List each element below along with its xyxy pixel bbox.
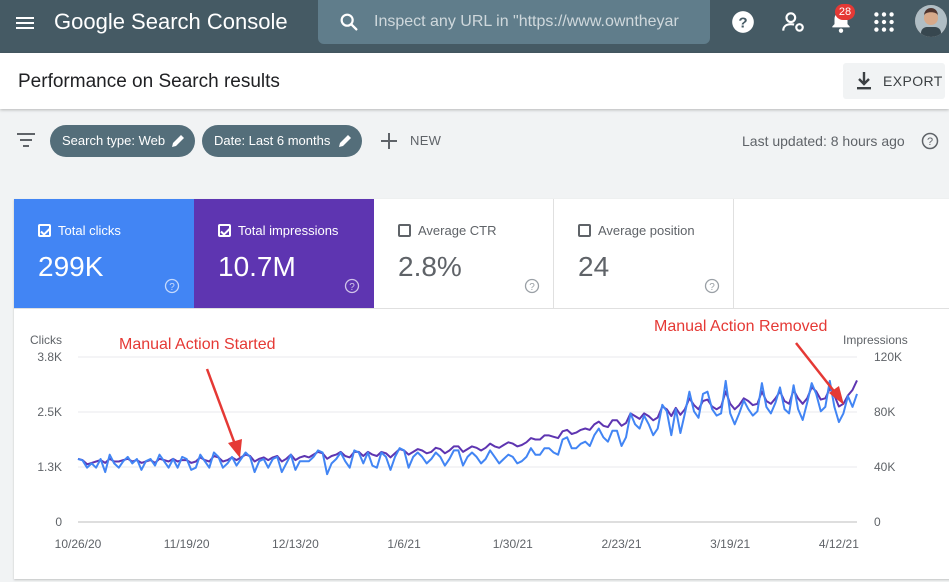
metric-average-position[interactable]: Average position 24 ? [554, 199, 734, 308]
metric-total-impressions[interactable]: Total impressions 10.7M ? [194, 199, 374, 308]
user-settings-icon[interactable] [780, 9, 806, 35]
series-line-total-impressions [77, 379, 858, 466]
metric-value: 299K [38, 251, 104, 282]
metric-value: 10.7M [218, 251, 296, 282]
metric-average-ctr[interactable]: Average CTR 2.8% ? [374, 199, 554, 308]
x-tick-label: 3/19/21 [710, 537, 750, 551]
app-title[interactable]: Google Search Console [54, 9, 288, 34]
performance-chart[interactable]: Clicks Impressions 3.8K 120K 2.5K 80K 1.3K 40… [14, 199, 949, 579]
x-tick-label: 10/26/20 [55, 537, 102, 551]
annotation-manual-action-removed: Manual Action Removed [654, 318, 827, 335]
date-chip-label: Date: Last 6 months [214, 133, 331, 148]
last-updated-text: Last updated: 8 hours ago [742, 133, 905, 149]
y-axis-right-label: Impressions [843, 333, 908, 347]
y-tick-right: 120K [874, 350, 902, 364]
avatar[interactable] [915, 5, 947, 37]
svg-text:?: ? [349, 282, 355, 293]
annotation-arrowhead-started [228, 439, 242, 458]
x-tick-label: 2/23/21 [601, 537, 641, 551]
help-circle-icon[interactable]: ? [344, 278, 360, 294]
svg-text:?: ? [927, 136, 933, 148]
x-tick-label: 1/6/21 [387, 537, 421, 551]
download-icon [857, 72, 871, 90]
search-type-filter-chip[interactable]: Search type: Web [50, 125, 195, 157]
help-circle-icon[interactable]: ? [524, 278, 540, 294]
export-button[interactable]: EXPORT [843, 63, 945, 99]
apps-grid-icon[interactable] [871, 9, 897, 35]
x-tick-label: 1/30/21 [493, 537, 533, 551]
notification-count-badge: 28 [835, 4, 855, 20]
annotation-arrow-started [205, 368, 238, 448]
search-icon [340, 13, 358, 31]
performance-card: Total clicks 299K ? Total impressions 10… [14, 199, 949, 579]
plus-icon [381, 133, 397, 149]
help-circle-icon[interactable]: ? [704, 278, 720, 294]
page-title: Performance on Search results [18, 71, 280, 92]
date-filter-chip[interactable]: Date: Last 6 months [202, 125, 362, 157]
y-tick-left: 3.8K [37, 350, 62, 364]
url-inspection-input[interactable] [374, 0, 704, 44]
help-circle-icon[interactable]: ? [164, 278, 180, 294]
help-circle-icon[interactable]: ? [921, 132, 939, 150]
x-tick-label: 4/12/21 [819, 537, 859, 551]
divider [14, 308, 949, 309]
svg-text:?: ? [709, 282, 715, 293]
y-tick-right: 0 [874, 515, 881, 529]
edit-pencil-icon [339, 135, 351, 147]
metric-label: Total clicks [58, 223, 121, 238]
menu-icon[interactable] [16, 14, 36, 36]
edit-pencil-icon [172, 135, 184, 147]
svg-text:?: ? [169, 282, 175, 293]
x-tick-label: 12/13/20 [272, 537, 319, 551]
metric-total-clicks[interactable]: Total clicks 299K ? [14, 199, 194, 308]
y-tick-right: 80K [874, 405, 895, 419]
svg-text:?: ? [738, 14, 747, 31]
x-tick-label: 11/19/20 [164, 537, 210, 551]
page-header: Performance on Search results EXPORT [0, 53, 949, 109]
y-axis-left-label: Clicks [30, 333, 62, 347]
annotation-arrow-removed [795, 342, 838, 396]
metric-label: Average CTR [418, 223, 497, 238]
export-button-label: EXPORT [883, 73, 943, 89]
checkbox-checked-icon[interactable] [218, 224, 231, 237]
metric-label: Average position [598, 223, 695, 238]
y-tick-left: 1.3K [37, 460, 62, 474]
new-filter-button[interactable]: NEW [378, 125, 448, 157]
metric-label: Total impressions [238, 223, 339, 238]
url-inspection-search[interactable] [318, 0, 710, 44]
search-type-chip-label: Search type: Web [62, 133, 166, 148]
svg-text:?: ? [529, 282, 535, 293]
annotation-arrowhead-removed [829, 386, 844, 405]
y-tick-left: 0 [55, 515, 62, 529]
metric-value: 2.8% [398, 251, 462, 282]
help-icon[interactable]: ? [730, 9, 756, 35]
filter-icon[interactable] [16, 131, 36, 149]
new-filter-label: NEW [410, 133, 442, 148]
series-line-total-clicks [77, 379, 858, 476]
top-app-bar: Google Search Console ? 28 [0, 0, 949, 53]
checkbox-unchecked-icon[interactable] [398, 224, 411, 237]
y-tick-right: 40K [874, 460, 895, 474]
y-tick-left: 2.5K [37, 405, 62, 419]
checkbox-unchecked-icon[interactable] [578, 224, 591, 237]
annotation-manual-action-started: Manual Action Started [119, 336, 276, 353]
metric-value: 24 [578, 251, 610, 282]
checkbox-checked-icon[interactable] [38, 224, 51, 237]
